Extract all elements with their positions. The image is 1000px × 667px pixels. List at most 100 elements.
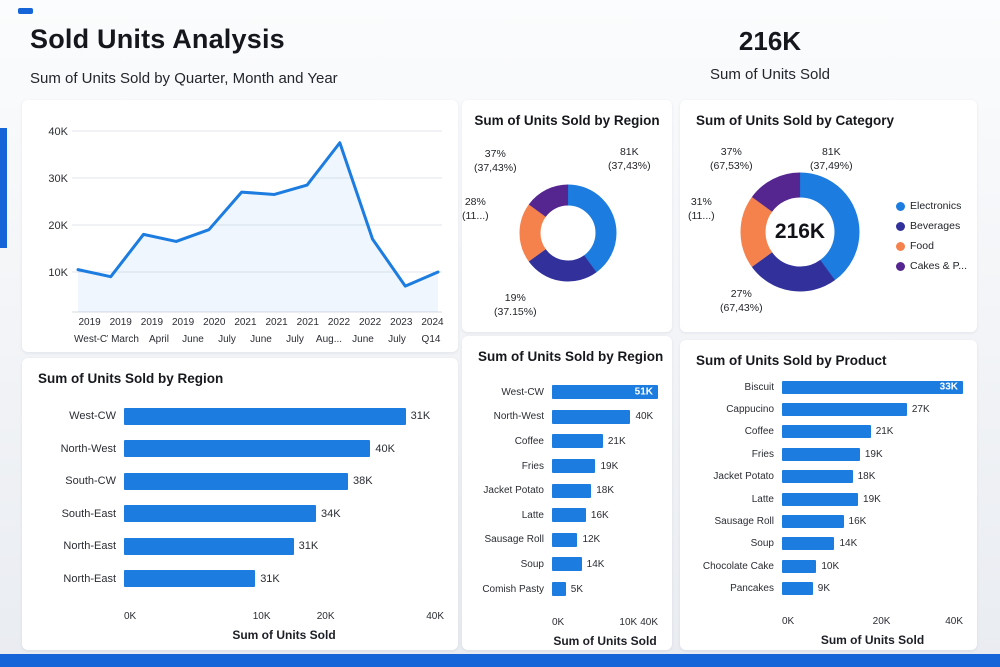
x-axis: 0K 10K 20K 40K [124, 611, 444, 625]
callout-line2: (11...) [462, 209, 489, 222]
bar-track: 5K [552, 582, 658, 597]
bar-row: Latte 16K [472, 503, 658, 528]
donut-callout-purple: 37% (67,53%) [710, 146, 753, 173]
bar[interactable] [782, 582, 813, 596]
legend-item[interactable]: Electronics [896, 200, 967, 212]
x-tick-year: 2019 [78, 317, 101, 328]
x-tick-year: 2021 [265, 317, 288, 328]
x-tick-period: June [250, 334, 272, 345]
bar-category-label: Cappucino [726, 404, 774, 416]
bar-track: 38K [124, 472, 444, 490]
left-accent-bar [0, 128, 7, 248]
bar-row: North-East 31K [32, 530, 444, 563]
donut-chart-region [515, 180, 621, 286]
bar-track: 19K [552, 459, 658, 474]
bar[interactable] [782, 425, 871, 439]
bar-value-label: 19K [600, 460, 619, 472]
bar-value-label: 33K [939, 381, 958, 393]
bar[interactable] [124, 472, 348, 490]
bar-track: 14K [552, 557, 658, 572]
x-axis-tick: 10K [252, 611, 271, 622]
bar-value-label: 19K [863, 493, 881, 505]
bar-category-label: Soup [520, 558, 544, 570]
top-left-accent [18, 8, 33, 14]
x-tick-year: 2020 [203, 317, 226, 328]
callout-line1: 19% [504, 292, 526, 304]
bar-row: Chocolate Cake 10K [690, 555, 963, 577]
bar[interactable] [552, 459, 596, 474]
bar[interactable] [782, 470, 853, 484]
y-axis-tick: 10K [48, 267, 68, 279]
bar-track: 16K [552, 508, 658, 523]
bar[interactable] [782, 559, 817, 573]
x-tick-year: 2022 [359, 317, 382, 328]
bar[interactable] [552, 483, 592, 498]
bar[interactable]: 51K [552, 385, 658, 400]
bar-category-label: Sausage Roll [714, 516, 774, 528]
donut-callout-orange: 31% (11...) [688, 196, 715, 223]
bar[interactable] [782, 492, 859, 506]
bar-category-label: West-CW [501, 386, 544, 398]
bar-track: 21K [552, 434, 658, 449]
legend-swatch [896, 221, 905, 231]
x-axis-title: Sum of Units Sold [820, 632, 925, 647]
bar-value-label: 10K [821, 560, 840, 572]
legend-item[interactable]: Cakes & P... [896, 260, 967, 272]
bar-row: North-West 40K [32, 433, 444, 466]
callout-line1: 81K [821, 146, 841, 158]
bar[interactable] [124, 537, 294, 555]
chart-title: Sum of Units Sold by Region [38, 371, 224, 386]
bar-row: South-CW 38K [32, 465, 444, 498]
bar[interactable] [552, 508, 586, 523]
bar[interactable] [124, 570, 256, 588]
bar[interactable] [552, 409, 631, 424]
bar-row: Soup 14K [472, 552, 658, 577]
bar[interactable] [552, 557, 582, 572]
bar-row: Soup 14K [690, 533, 963, 555]
bar[interactable] [124, 407, 406, 425]
bar[interactable] [124, 440, 371, 458]
bar-track: 31K [124, 570, 444, 588]
bar[interactable] [552, 434, 603, 449]
bar-rows: West-CW 51K North-West 40K Coffee 21K Fries 19K… [462, 364, 672, 601]
bar-category-label: North-East [63, 540, 116, 553]
bar-track: 14K [782, 537, 963, 551]
callout-line2: (37.15%) [494, 305, 537, 318]
callout-line2: (37,43%) [608, 159, 651, 172]
callout-line2: (67,43%) [720, 301, 763, 314]
bar-track: 40K [124, 440, 444, 458]
bar-category-label: Pancakes [730, 583, 774, 595]
bar[interactable] [124, 505, 316, 523]
bar-row: Jacket Potato 18K [690, 466, 963, 488]
legend-item[interactable]: Food [896, 240, 967, 252]
bar-value-label: 40K [635, 411, 654, 423]
bar-value-label: 51K [634, 386, 653, 398]
bar-chart-region-card: Sum of Units Sold by Region West-CW 31K No… [22, 358, 458, 650]
bar-row: Fries 19K [690, 443, 963, 465]
x-tick-period: April [148, 334, 169, 345]
x-tick-period: Q14 [421, 334, 441, 345]
bar-category-label: Coffee [514, 435, 544, 447]
bar-track: 10K [782, 559, 963, 573]
bar-rows: West-CW 31K North-West 40K South-CW 38K South-… [22, 386, 458, 595]
bar-track: 19K [782, 447, 963, 461]
x-tick-period: West-CW [74, 334, 108, 345]
bar[interactable] [552, 532, 578, 547]
bar-value-label: 16K [848, 516, 867, 528]
bar-category-label: Sausage Roll [484, 534, 544, 546]
bar[interactable] [782, 403, 907, 417]
donut-slice-orange[interactable] [515, 180, 621, 286]
x-axis-title: Sum of Units Sold [232, 628, 336, 642]
donut-region-card: Sum of Units Sold by Region 37% (37,43%)… [462, 100, 672, 332]
bar[interactable] [552, 582, 566, 597]
donut-chart-category [740, 172, 860, 292]
legend-item[interactable]: Beverages [896, 220, 967, 232]
bar[interactable]: 33K [782, 380, 963, 394]
donut-callout-navy: 19% (37.15%) [494, 292, 537, 319]
trend-line[interactable] [76, 141, 440, 288]
bar-row: Biscuit 33K [690, 376, 963, 398]
bar[interactable] [782, 447, 860, 461]
bar[interactable] [782, 515, 844, 529]
bar[interactable] [782, 537, 835, 551]
bar-value-label: 14K [586, 558, 605, 570]
